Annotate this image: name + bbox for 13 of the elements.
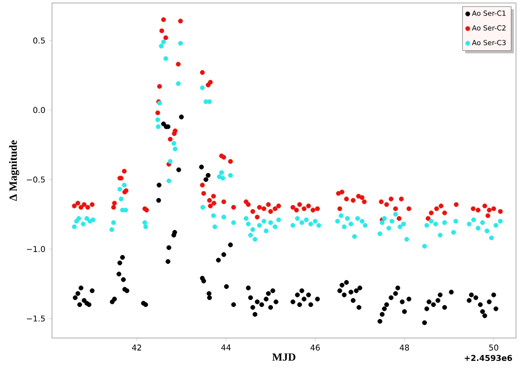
x-axis-title: MJD (272, 353, 296, 361)
y-axis-title: Δ Magnitude (9, 140, 20, 201)
x-tick-label: 44 (221, 344, 231, 350)
y-tick-label: 0.0 (33, 107, 45, 114)
x-tick-label: 50 (489, 344, 498, 351)
text: +2.4593e6 (464, 354, 512, 361)
x-tick-label: 42 (132, 344, 142, 350)
x-tick-label: 48 (400, 344, 410, 351)
y-tick-label: 0.5 (33, 38, 45, 44)
y-tick-label: −1.5 (26, 316, 45, 322)
x-tick-label: 46 (310, 344, 320, 351)
y-tick-label: −0.5 (26, 176, 45, 183)
y-tick-label: −1.0 (26, 246, 45, 252)
